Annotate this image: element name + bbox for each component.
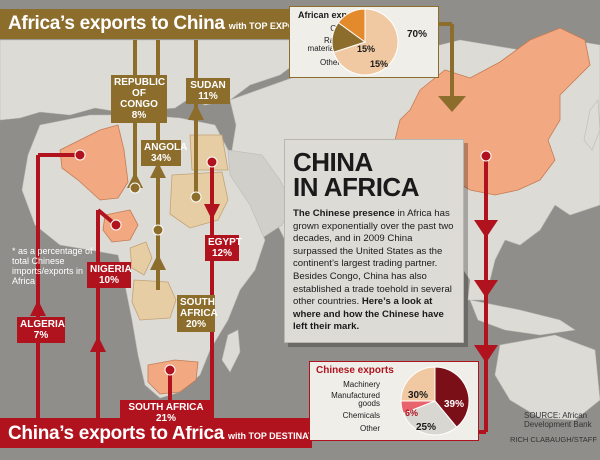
- congo-country: [129, 241, 153, 276]
- southeast-asia: [469, 299, 576, 336]
- japan: [583, 99, 600, 151]
- algeria-name: ALGERIA: [20, 319, 65, 330]
- nigeria-tag: NIGERIA 10%: [87, 262, 132, 288]
- africa-exports-banner: Africa’s exports to China with TOP EXPORT…: [0, 9, 361, 39]
- china-in-africa-box: CHINA IN AFRICA The Chinese presence in …: [284, 139, 464, 343]
- infobox-title-line2: IN AFRICA: [293, 172, 419, 202]
- south-africa-name: SOUTH AFRICA: [180, 297, 218, 319]
- other-exports-label: Other: [359, 424, 380, 433]
- madagascar: [221, 329, 241, 373]
- algeria-arrow: [30, 300, 46, 316]
- percentage-note: * as a percentage of total Chinese impor…: [12, 246, 93, 286]
- other-label: Other: [319, 58, 340, 67]
- import-destination-dots: [74, 149, 492, 376]
- oil-pct: 70%: [407, 29, 428, 40]
- south-africa-pct: 20%: [185, 319, 206, 330]
- angola-tag: ANGOLA 34%: [141, 140, 188, 166]
- congo-tag: REPUBLIC OF CONGO 8%: [111, 75, 167, 123]
- african-exports-panel: African exports Oil Raw materials Other: [289, 6, 439, 78]
- algeria-dot: [74, 149, 86, 161]
- source-credit: SOURCE: African Development Bank: [524, 411, 592, 429]
- egypt-dot: [206, 156, 218, 168]
- china-exports-title: China’s exports to Africa: [8, 423, 224, 444]
- egypt-tag: EGYPT 12%: [205, 235, 242, 261]
- south-africa-tag: SOUTH AFRICA 20%: [177, 295, 218, 332]
- angola-dot: [152, 224, 164, 236]
- china-dot: [480, 150, 492, 162]
- egypt-name: EGYPT: [208, 237, 242, 248]
- nigeria-dot: [110, 219, 122, 231]
- nigeria-arrow: [90, 336, 106, 352]
- algeria-pct: 7%: [33, 330, 49, 341]
- south-africa-bottom-label: SOUTH AFRICA 21%: [128, 402, 204, 424]
- infobox-title-line1: CHINA: [293, 147, 373, 177]
- top-destinations-subtitle: with TOP DESTINATIONS*: [227, 431, 339, 441]
- south-africa-dot: [164, 364, 176, 376]
- angola-arrow-lower: [150, 254, 166, 270]
- chemicals-label: Chemicals: [342, 411, 380, 420]
- artist-credit: RICH CLABAUGH/STAFF: [510, 435, 597, 444]
- australia: [494, 334, 600, 421]
- sudan-pct: 11%: [198, 91, 218, 102]
- infobox-lead: The Chinese presence: [293, 208, 395, 219]
- south-africa-bottom-tag: SOUTH AFRICA 21%: [120, 400, 212, 426]
- machinery-label: Machinery: [343, 380, 380, 389]
- infobox-body: The Chinese presence in Africa has grown…: [293, 208, 455, 334]
- sudan-name: SUDAN: [190, 80, 226, 91]
- algeria-tag: ALGERIA 7%: [17, 317, 65, 343]
- china-arrow-3: [474, 345, 498, 363]
- other-pct: 15%: [370, 59, 389, 69]
- egypt-country: [189, 134, 229, 171]
- angola-name: ANGOLA: [144, 142, 188, 153]
- africa-exports-title: Africa’s exports to China: [8, 13, 225, 34]
- import-flow-arrows: [30, 204, 498, 363]
- chemicals-pct: 6%: [405, 408, 419, 418]
- machinery-pct: 39%: [444, 399, 465, 410]
- egypt-pct: 12%: [211, 248, 232, 259]
- congo-pct: 8%: [131, 110, 147, 121]
- top-exporters-subtitle: with TOP EXPORTERS*: [228, 21, 329, 31]
- nigeria-name: NIGERIA: [90, 264, 132, 275]
- china-arrow-1: [474, 220, 498, 238]
- infobox-closing: Here’s a look at where and how the Chine…: [293, 296, 444, 333]
- china-arrow-2: [474, 280, 498, 298]
- export-origin-dots: [129, 182, 202, 236]
- south-africa-country: [147, 359, 199, 395]
- congo-name: REPUBLIC OF CONGO: [114, 77, 166, 110]
- raw-materials-pct: 15%: [357, 44, 376, 54]
- infobox-body-text: in Africa has grown exponentially over t…: [293, 208, 454, 308]
- sudan-arrow: [188, 104, 204, 120]
- raw-materials-label: Raw materials: [307, 36, 340, 53]
- angola-country: [131, 279, 177, 321]
- nigeria-pct: 10%: [98, 275, 119, 286]
- export-flow-arrows: [127, 96, 466, 270]
- manufactured-goods-label: Manufactured goods: [331, 391, 380, 408]
- sudan-dot: [190, 191, 202, 203]
- other-exports-pct: 25%: [416, 422, 437, 433]
- oil-label: Oil: [330, 24, 340, 33]
- egypt-arrow: [204, 204, 220, 220]
- china-import-arrow: [438, 96, 466, 112]
- angola-arrow-upper: [150, 162, 166, 178]
- congo-dot: [129, 182, 141, 194]
- algeria-country: [59, 124, 129, 201]
- infobox-title: CHINA IN AFRICA: [293, 147, 455, 202]
- angola-pct: 34%: [150, 153, 171, 164]
- manufactured-goods-pct: 30%: [408, 390, 429, 401]
- congo-arrow: [127, 172, 143, 188]
- african-exports-title: African exports: [298, 10, 365, 20]
- chinese-exports-title: Chinese exports: [316, 365, 394, 376]
- sudan-tag: SUDAN 11%: [186, 78, 230, 104]
